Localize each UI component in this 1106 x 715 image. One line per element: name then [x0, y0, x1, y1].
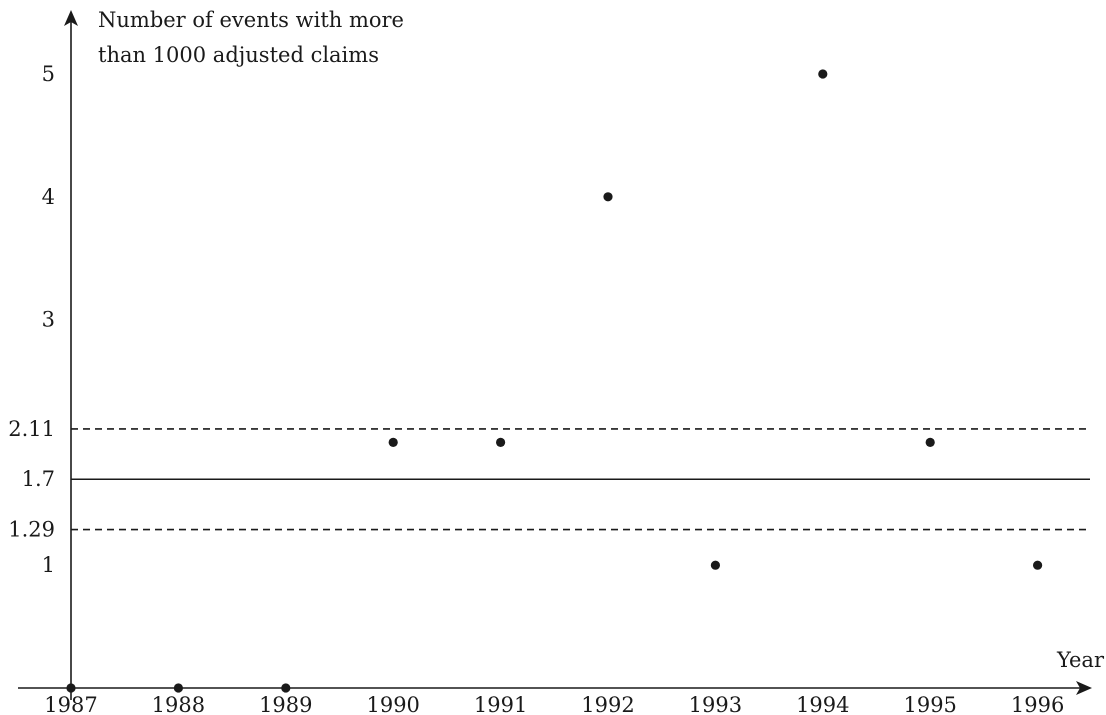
x-tick-label: 1995 — [903, 693, 956, 715]
data-point — [603, 192, 613, 202]
x-tick-labels: 1987 1988 1989 1990 1991 1992 1993 1994 1995 1996 — [44, 693, 1064, 715]
x-tick-label: 1991 — [474, 693, 527, 715]
x-tick-label: 1992 — [581, 693, 634, 715]
y-tick-label: 2.11 — [8, 417, 55, 441]
x-tick-label: 1989 — [259, 693, 312, 715]
data-points — [66, 69, 1043, 693]
x-tick-label: 1994 — [796, 693, 849, 715]
y-tick-label: 4 — [42, 185, 55, 209]
x-axis-title: Year — [1056, 648, 1105, 672]
y-tick-labels: 1 1.29 1.7 2.11 3 4 5 — [8, 62, 55, 577]
x-tick-label: 1988 — [152, 693, 205, 715]
data-point — [388, 437, 398, 447]
x-tick-label: 1993 — [689, 693, 742, 715]
y-tick-label: 3 — [42, 308, 55, 332]
data-point — [818, 69, 828, 79]
data-point — [1033, 560, 1043, 570]
reference-lines — [71, 428, 1090, 531]
data-point — [925, 437, 935, 447]
x-tick-label: 1987 — [44, 693, 97, 715]
x-axis-arrow-icon — [1076, 681, 1092, 695]
y-tick-label: 5 — [42, 62, 55, 86]
data-point — [281, 683, 291, 693]
y-axis-arrow-icon — [64, 10, 78, 26]
data-point — [173, 683, 183, 693]
y-tick-label: 1.7 — [22, 467, 55, 491]
axes — [18, 10, 1092, 700]
y-axis-title-line-2: than 1000 adjusted claims — [98, 43, 379, 67]
x-tick-label: 1996 — [1011, 693, 1064, 715]
data-point — [496, 437, 506, 447]
data-point — [66, 683, 76, 693]
x-tick-label: 1990 — [366, 693, 419, 715]
y-tick-label: 1 — [42, 553, 55, 577]
data-point — [710, 560, 721, 570]
y-axis-title-line-1: Number of events with more — [98, 8, 404, 32]
y-tick-label: 1.29 — [8, 518, 55, 542]
